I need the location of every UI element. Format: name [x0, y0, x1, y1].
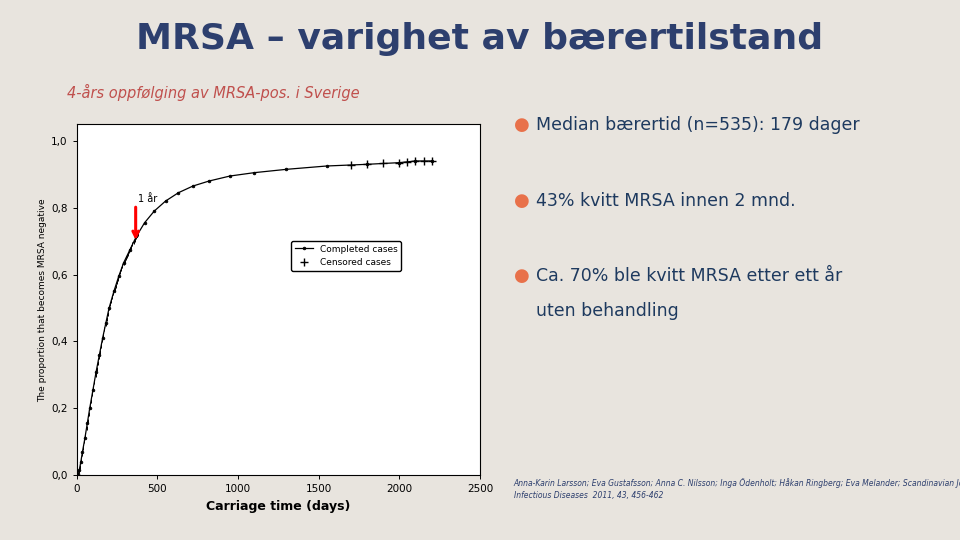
Completed cases [118, 260, 130, 266]
Censored cases [418, 158, 429, 164]
Completed cases [426, 158, 438, 164]
Legend: Completed cases, Censored cases: Completed cases, Censored cases [291, 241, 401, 271]
Completed cases [139, 220, 151, 226]
Line: Completed cases: Completed cases [76, 160, 433, 475]
Censored cases [394, 159, 405, 166]
Censored cases [401, 159, 413, 165]
Completed cases [173, 190, 184, 196]
Completed cases [82, 420, 93, 427]
Completed cases [131, 233, 142, 239]
Completed cases [410, 158, 421, 164]
Completed cases [104, 305, 115, 311]
Completed cases [108, 288, 120, 295]
Completed cases [84, 405, 95, 411]
Completed cases [394, 159, 405, 166]
Completed cases [79, 435, 90, 442]
Completed cases [249, 170, 260, 176]
Completed cases [72, 470, 84, 477]
Completed cases [75, 458, 86, 465]
Censored cases [361, 161, 372, 167]
Completed cases [87, 387, 99, 393]
Censored cases [346, 162, 357, 168]
Completed cases [361, 161, 372, 167]
Completed cases [74, 467, 85, 474]
Completed cases [77, 449, 88, 455]
Completed cases [159, 198, 171, 204]
Text: 1 år: 1 år [137, 194, 156, 205]
Text: Ca. 70% ble kvitt MRSA etter ett år: Ca. 70% ble kvitt MRSA etter ett år [536, 267, 842, 285]
Completed cases [100, 320, 111, 326]
Completed cases [97, 335, 108, 341]
Y-axis label: The proportion that becomes MRSA negative: The proportion that becomes MRSA negativ… [38, 198, 47, 402]
Completed cases [124, 246, 135, 253]
Completed cases [225, 173, 236, 179]
Text: uten behandling: uten behandling [536, 302, 679, 320]
Completed cases [94, 352, 106, 358]
Censored cases [377, 160, 389, 167]
Completed cases [149, 208, 160, 214]
Completed cases [280, 166, 292, 173]
Text: Median bærertid (n=535): 179 dager: Median bærertid (n=535): 179 dager [536, 116, 859, 134]
Text: ●: ● [514, 192, 529, 210]
Completed cases [90, 368, 102, 375]
Text: 43% kvitt MRSA innen 2 mnd.: 43% kvitt MRSA innen 2 mnd. [536, 192, 795, 210]
Completed cases [204, 178, 215, 184]
Completed cases [187, 183, 199, 190]
Text: Anna-Karin Larsson; Eva Gustafsson; Anna C. Nilsson; Inga Ödenholt; Håkan Ringbe: Anna-Karin Larsson; Eva Gustafsson; Anna… [514, 478, 960, 500]
Censored cases [410, 158, 421, 164]
Completed cases [321, 163, 332, 169]
Text: ●: ● [514, 116, 529, 134]
Line: Censored cases: Censored cases [348, 157, 436, 169]
Text: 4-års oppfølging av MRSA-pos. i Sverige: 4-års oppfølging av MRSA-pos. i Sverige [67, 84, 360, 101]
Censored cases [426, 158, 438, 164]
Text: MRSA – varighet av bærertilstand: MRSA – varighet av bærertilstand [136, 22, 824, 56]
Text: ●: ● [514, 267, 529, 285]
X-axis label: Carriage time (days): Carriage time (days) [206, 500, 350, 513]
Completed cases [113, 273, 125, 280]
